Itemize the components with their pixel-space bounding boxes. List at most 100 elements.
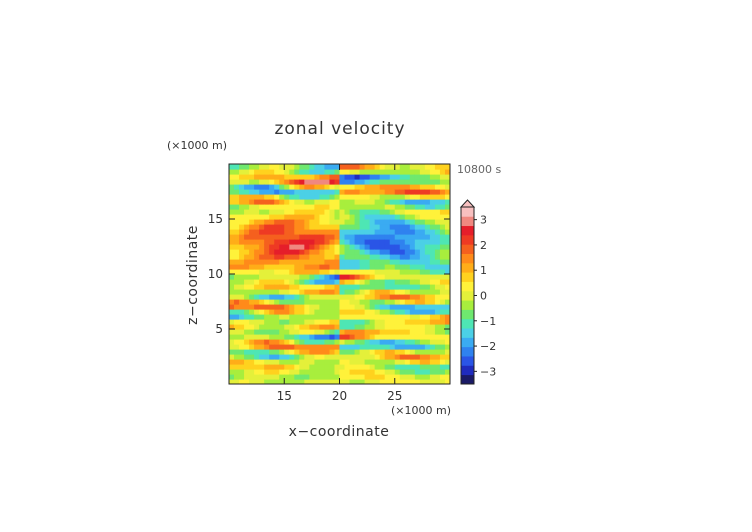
field-cell <box>409 254 416 260</box>
field-cell <box>289 379 295 384</box>
field-cell <box>369 264 376 270</box>
field-cell <box>389 309 396 315</box>
field-cell <box>264 349 270 355</box>
field-cell <box>294 199 300 205</box>
field-cell <box>269 364 275 370</box>
field-cell <box>429 244 436 250</box>
field-cell <box>389 199 396 205</box>
field-cell <box>274 224 280 230</box>
field-cell <box>269 374 275 380</box>
field-cell <box>269 169 275 175</box>
field-cell <box>429 324 436 330</box>
field-cell <box>379 259 386 265</box>
field-cell <box>259 204 265 210</box>
field-cell <box>294 299 300 305</box>
field-cell <box>324 234 331 240</box>
field-cell <box>349 164 356 170</box>
field-cell <box>309 199 315 205</box>
field-cell <box>304 289 310 295</box>
field-cell <box>319 289 326 295</box>
field-cell <box>344 169 351 175</box>
field-cell <box>414 224 421 230</box>
field-cell <box>309 334 315 340</box>
field-cell <box>359 239 366 245</box>
field-cell <box>249 179 255 185</box>
field-cell <box>339 289 346 295</box>
field-cell <box>264 339 270 345</box>
field-cell <box>419 254 426 260</box>
field-cell <box>294 244 300 250</box>
field-cell <box>394 309 401 315</box>
field-cell <box>274 374 280 380</box>
field-cell <box>384 369 391 375</box>
field-cell <box>234 244 240 250</box>
field-cell <box>324 354 331 360</box>
field-cell <box>424 234 431 240</box>
field-cell <box>309 329 315 335</box>
field-cell <box>294 309 300 315</box>
field-cell <box>244 309 250 315</box>
field-cell <box>424 189 431 195</box>
field-cell <box>404 329 411 335</box>
field-cell <box>324 219 331 225</box>
field-cell <box>439 164 446 170</box>
field-cell <box>314 369 321 375</box>
field-cell <box>324 379 331 384</box>
colorbar-swatch <box>461 374 474 385</box>
field-cell <box>399 364 406 370</box>
field-cell <box>399 249 406 255</box>
field-cell <box>249 174 255 180</box>
field-cell <box>314 374 321 380</box>
field-cell <box>429 379 436 384</box>
field-cell <box>259 274 265 280</box>
field-cell <box>364 239 371 245</box>
field-cell <box>269 199 275 205</box>
field-cell <box>404 209 411 215</box>
field-cell <box>244 209 250 215</box>
field-cell <box>359 299 366 305</box>
field-cell <box>334 239 341 245</box>
field-cell <box>394 294 401 300</box>
field-cell <box>234 279 240 285</box>
field-cell <box>389 319 396 325</box>
field-cell <box>409 194 416 200</box>
field-cell <box>304 334 310 340</box>
field-cell <box>349 324 356 330</box>
field-cell <box>379 269 386 275</box>
field-cell <box>229 344 235 350</box>
field-cell <box>394 184 401 190</box>
field-cell <box>434 189 441 195</box>
field-cell <box>304 294 310 300</box>
field-cell <box>334 269 341 275</box>
field-cell <box>284 359 290 365</box>
field-cell <box>234 369 240 375</box>
field-cell <box>324 369 331 375</box>
field-cell <box>294 274 300 280</box>
field-cell <box>444 374 450 380</box>
field-cell <box>374 164 381 170</box>
field-cell <box>339 274 346 280</box>
field-cell <box>379 314 386 320</box>
field-cell <box>399 199 406 205</box>
field-cell <box>344 379 351 384</box>
field-cell <box>339 254 346 260</box>
field-cell <box>349 379 356 384</box>
field-cell <box>229 234 235 240</box>
field-cell <box>279 344 285 350</box>
field-cell <box>274 364 280 370</box>
field-cell <box>369 214 376 220</box>
field-cell <box>374 279 381 285</box>
field-cell <box>274 344 280 350</box>
field-cell <box>424 204 431 210</box>
field-cell <box>249 334 255 340</box>
field-cell <box>364 219 371 225</box>
field-cell <box>349 304 356 310</box>
field-cell <box>314 184 321 190</box>
field-cell <box>444 314 450 320</box>
field-cell <box>289 274 295 280</box>
field-cell <box>394 229 401 235</box>
field-cell <box>289 299 295 305</box>
field-cell <box>294 284 300 290</box>
field-cell <box>334 274 341 280</box>
field-cell <box>294 334 300 340</box>
